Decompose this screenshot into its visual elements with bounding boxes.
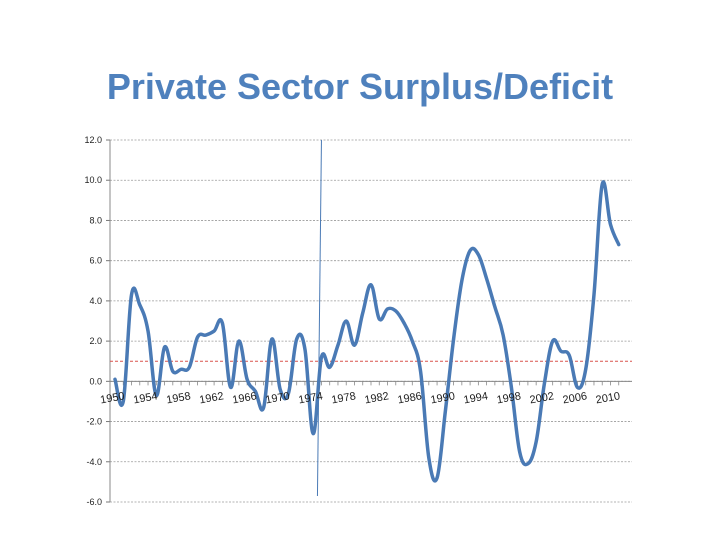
data-point [246,378,248,380]
x-tick-label: 1990 [430,390,456,406]
data-point [378,318,380,320]
data-point [609,223,611,225]
data-point [452,338,454,340]
data-point [221,322,223,324]
y-tick-label: 12.0 [84,135,102,145]
x-axis-tick-labels: 1950 1954 1958 1962 1966 1970 1974 1978 1982 1986… [99,390,621,406]
x-tick-label: 1950 [99,390,125,406]
data-point [411,340,413,342]
data-point [304,348,306,350]
x-tick-label: 1978 [331,390,357,406]
data-point [535,440,537,442]
x-tick-label: 1958 [165,390,191,406]
x-tick-label: 2002 [529,390,555,406]
data-point [395,310,397,312]
data-point [188,366,190,368]
data-point [461,280,463,282]
x-tick-label: 1986 [397,390,423,406]
data-point [345,320,347,322]
data-point [518,451,520,453]
data-point [386,308,388,310]
x-tick-label: 1970 [265,390,291,406]
y-tick-label: 4.0 [89,296,102,306]
y-tick-label: 10.0 [84,175,102,185]
data-point [279,388,281,390]
data-point [329,366,331,368]
data-point [568,354,570,356]
x-tick-label: 1974 [298,390,324,406]
data-point [172,370,174,372]
x-tick-label: 1982 [364,390,390,406]
data-point [353,344,355,346]
data-point [362,312,364,314]
data-point [551,340,553,342]
data-point [312,432,314,434]
data-point [130,294,132,296]
data-point [205,334,207,336]
data-point [337,344,339,346]
vertical-marker [316,139,322,497]
x-tick-label: 1994 [463,390,489,406]
data-point [295,338,297,340]
data-point [618,243,620,245]
data-point [114,378,116,380]
data-point [147,330,149,332]
data-point [527,463,529,465]
data-point [180,368,182,370]
data-point [196,336,198,338]
data-point [560,350,562,352]
data-point [543,382,545,384]
data-point [444,410,446,412]
data-point [403,322,405,324]
data-point [494,306,496,308]
data-point [370,284,372,286]
data-point [436,477,438,479]
data-point [262,406,264,408]
data-point [238,340,240,342]
y-tick-label: 8.0 [89,215,102,225]
data-point [419,370,421,372]
gridlines [110,139,632,503]
y-tick-label: 0.0 [89,376,102,386]
series-line [113,180,621,483]
data-point [139,304,141,306]
data-point [428,457,430,459]
y-axis-tick-labels: 12.0 10.0 8.0 6.0 4.0 2.0 0.0 -2.0 -4.0 -6.0 [84,135,110,507]
data-point [477,253,479,255]
data-point [320,356,322,358]
y-tick-label: -6.0 [86,497,102,507]
data-point [510,386,512,388]
data-point [469,249,471,251]
x-tick-label: 1966 [232,390,258,406]
data-point [485,278,487,280]
data-point [271,338,273,340]
data-point [585,368,587,370]
data-point [593,294,595,296]
series-group [113,180,621,483]
y-tick-label: 6.0 [89,256,102,266]
data-point [502,334,504,336]
data-point [229,386,231,388]
data-point [601,183,603,185]
x-tick-label: 2006 [562,390,588,406]
data-point [213,330,215,332]
y-tick-label: -4.0 [86,457,102,467]
x-tick-label: 1954 [132,390,158,406]
data-point [576,386,578,388]
vertical-marker-line [316,139,322,497]
data-point [163,346,165,348]
x-tick-label: 1962 [198,390,224,406]
y-tick-label: 2.0 [89,336,102,346]
chart-title: Private Sector Surplus/Deficit [106,66,614,107]
x-tick-label: 1998 [496,390,522,406]
axes [109,140,632,502]
y-tick-label: -2.0 [86,417,102,427]
x-tick-label: 2010 [595,390,621,406]
